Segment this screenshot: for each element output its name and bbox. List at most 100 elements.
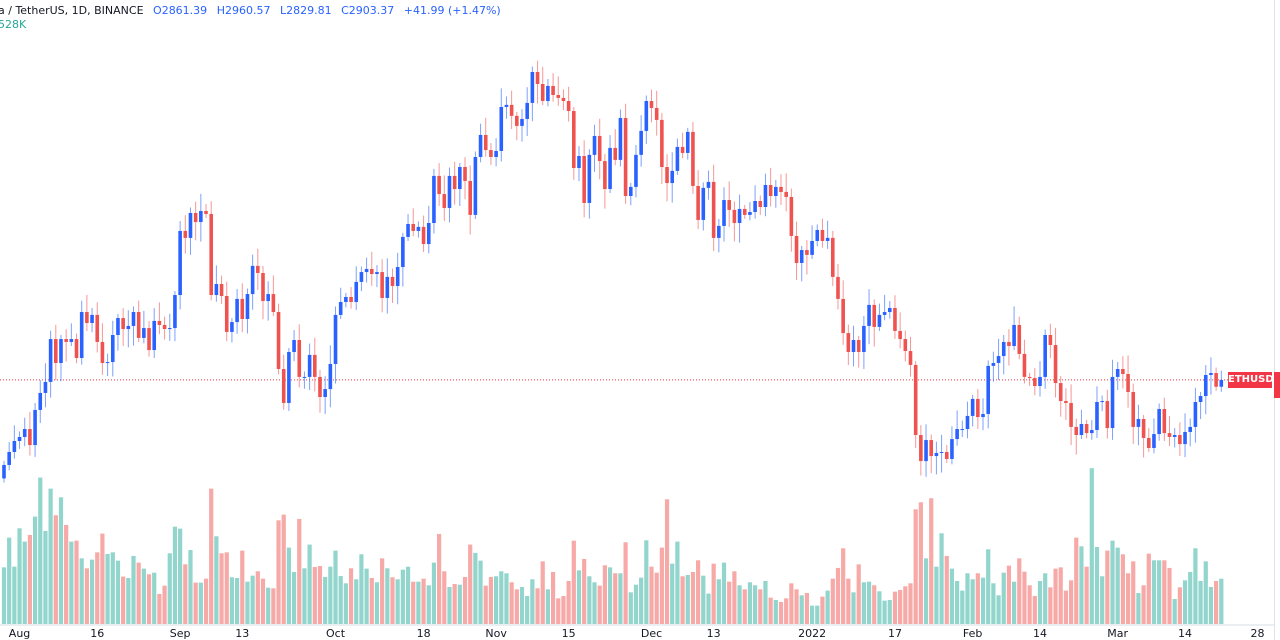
candle-body	[1084, 424, 1089, 434]
volume-bar	[623, 542, 628, 624]
volume-bar	[131, 555, 136, 624]
volume-bar	[618, 573, 623, 624]
candle-body	[1038, 376, 1042, 386]
candle-body	[1115, 368, 1120, 377]
candle-body	[364, 268, 369, 273]
candle-body	[318, 376, 322, 397]
candle-body	[421, 226, 426, 245]
volume-bar	[1146, 553, 1151, 624]
candle-body	[691, 131, 695, 186]
volume-bar	[1219, 578, 1224, 624]
candle-body	[380, 272, 384, 298]
volume-bar	[934, 566, 939, 624]
last-price-label: ETHUSDT	[1228, 372, 1280, 388]
volume-bar	[1115, 547, 1120, 624]
candle-body	[349, 296, 353, 302]
volume-bar	[980, 577, 986, 624]
symbol-title[interactable]: a / TetherUS, 1D, BINANCE	[0, 4, 144, 17]
volume-bar	[1048, 587, 1053, 624]
candle-body	[639, 130, 643, 155]
candle-body	[1105, 401, 1110, 429]
volume-bar	[955, 580, 960, 624]
volume-bar	[437, 533, 442, 624]
volume-bar	[291, 571, 297, 624]
volume-bar	[851, 592, 856, 624]
candle-body	[90, 314, 94, 324]
candle-body	[706, 181, 711, 188]
volume-bar	[74, 540, 79, 624]
candle-body	[59, 339, 63, 364]
candle-body	[836, 276, 840, 299]
candle-body	[64, 339, 68, 342]
candle-body	[147, 328, 151, 351]
volume-bar	[799, 595, 804, 624]
candle-body	[1209, 373, 1213, 375]
candle-body	[1017, 324, 1022, 354]
candle-body	[328, 363, 333, 390]
volume-bar	[79, 558, 84, 624]
volume-bar	[644, 540, 649, 624]
candle-body	[1198, 396, 1203, 403]
volume-bar	[742, 589, 747, 624]
volume-bar	[276, 520, 281, 624]
price-scale-border	[1274, 0, 1275, 640]
candle-body	[572, 111, 576, 168]
volume-bar	[1006, 565, 1012, 624]
volume-bar	[675, 541, 680, 624]
volume-bar	[12, 566, 17, 624]
candle-body	[950, 439, 954, 459]
volume-bar	[670, 563, 675, 624]
candle-body	[110, 335, 115, 363]
volume-bar	[514, 589, 519, 624]
volume-bar	[167, 553, 172, 624]
volume-bar	[835, 567, 841, 624]
volume-bar	[478, 560, 483, 624]
candle-body	[960, 429, 965, 431]
volume-bar	[431, 562, 437, 624]
candle-body	[276, 312, 281, 369]
candle-body	[385, 276, 390, 298]
candle-body	[525, 102, 529, 119]
candle-body	[862, 325, 866, 352]
volume-bar	[913, 509, 918, 624]
volume-bar	[447, 587, 452, 624]
candle-body	[468, 180, 472, 215]
volume-bar	[1136, 593, 1141, 624]
candle-body	[136, 312, 141, 338]
candle-body	[504, 104, 509, 107]
volume-bar	[229, 577, 235, 624]
volume-bar	[1110, 540, 1115, 624]
candle-body	[442, 194, 447, 208]
candle-body	[188, 212, 193, 238]
volume-bar	[146, 574, 152, 624]
candle-body	[266, 294, 270, 302]
open-value: O2861.39	[153, 4, 208, 17]
volume-bar	[882, 600, 887, 624]
candle-body	[411, 223, 416, 231]
volume-bar	[43, 530, 48, 624]
candle-body	[846, 333, 851, 352]
time-axis-tick: Mar	[1107, 627, 1129, 640]
candle-body	[644, 100, 649, 131]
candle-body	[805, 250, 809, 255]
candle-body	[1162, 408, 1167, 434]
candle-body	[1136, 418, 1141, 427]
volume-bar	[364, 568, 369, 624]
volume-bar	[390, 577, 395, 624]
candle-body	[1193, 402, 1198, 427]
candle-body	[613, 147, 618, 160]
candle-body	[100, 341, 105, 364]
candle-body	[302, 376, 307, 378]
volume-bar	[519, 587, 525, 624]
candle-body	[204, 211, 208, 214]
volume-bar	[639, 577, 644, 624]
candle-body	[178, 230, 182, 296]
volume-bar	[1167, 567, 1172, 624]
candle-body	[670, 170, 675, 184]
volume-bar	[566, 580, 571, 624]
volume-bar	[395, 579, 400, 624]
candle-body	[250, 265, 255, 295]
candle-body	[711, 181, 716, 238]
candle-body	[955, 429, 959, 440]
